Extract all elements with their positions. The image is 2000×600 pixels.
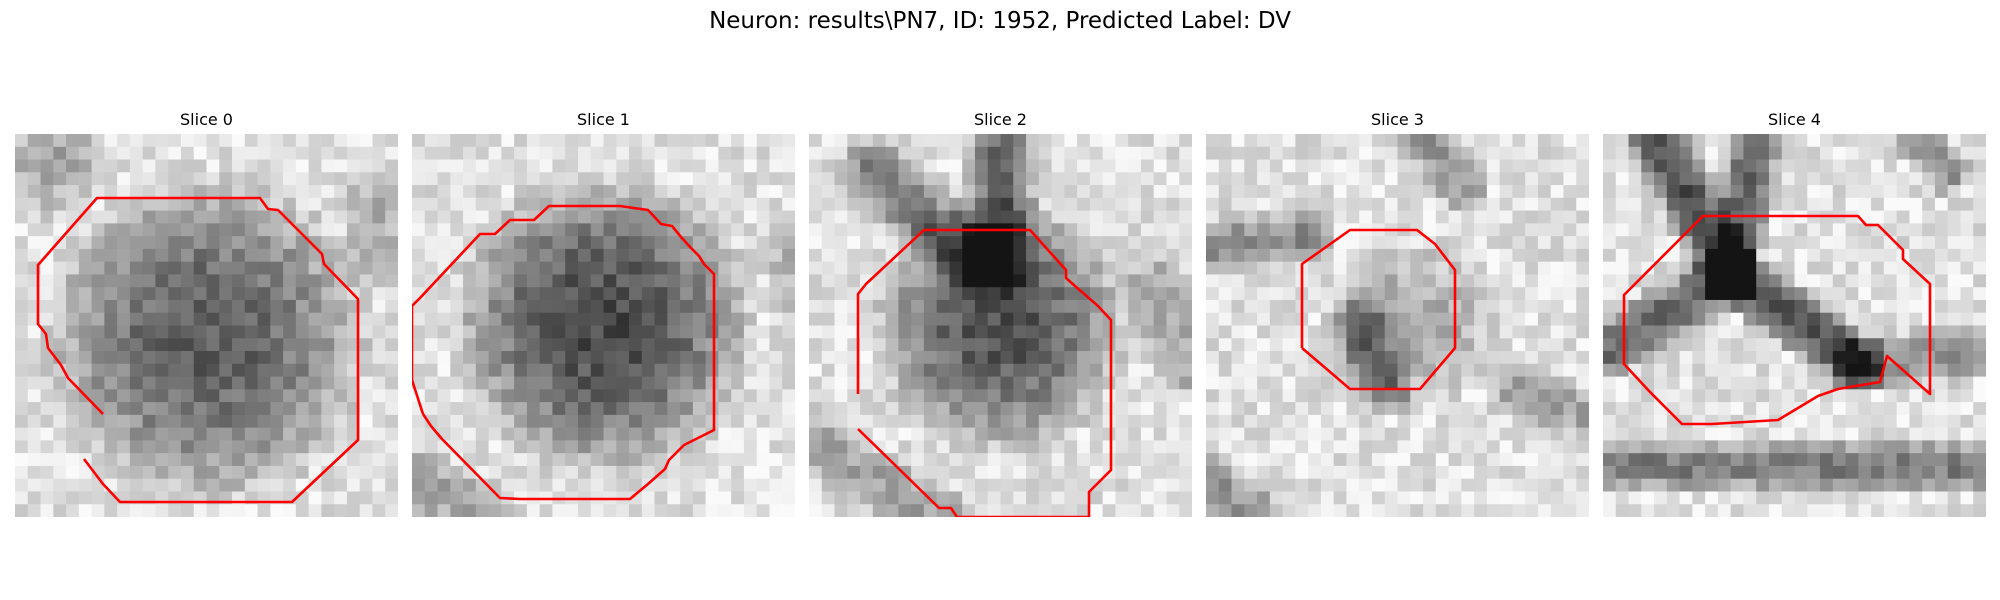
slice-title: Slice 1 xyxy=(577,110,630,129)
segmentation-outline xyxy=(412,204,716,501)
segmentation-outline xyxy=(36,196,360,504)
slice-image xyxy=(809,134,1192,517)
slice-image xyxy=(1206,134,1589,517)
slice-title: Slice 0 xyxy=(180,110,233,129)
slice-panel-1: Slice 1 xyxy=(412,110,795,517)
slice-panel-4: Slice 4 xyxy=(1603,110,1986,517)
slice-image xyxy=(15,134,398,517)
figure-title: Neuron: results\PN7, ID: 1952, Predicted… xyxy=(709,8,1291,34)
slice-panel-3: Slice 3 xyxy=(1206,110,1589,517)
segmentation-outline xyxy=(856,228,1113,517)
slice-image xyxy=(412,134,795,517)
segmentation-outline xyxy=(1300,228,1457,391)
slice-title: Slice 3 xyxy=(1371,110,1424,129)
slice-title: Slice 4 xyxy=(1768,110,1821,129)
slice-panel-0: Slice 0 xyxy=(15,110,398,517)
segmentation-outline xyxy=(1622,214,1932,426)
slice-panel-2: Slice 2 xyxy=(809,110,1192,517)
slice-title: Slice 2 xyxy=(974,110,1027,129)
slice-image xyxy=(1603,134,1986,517)
